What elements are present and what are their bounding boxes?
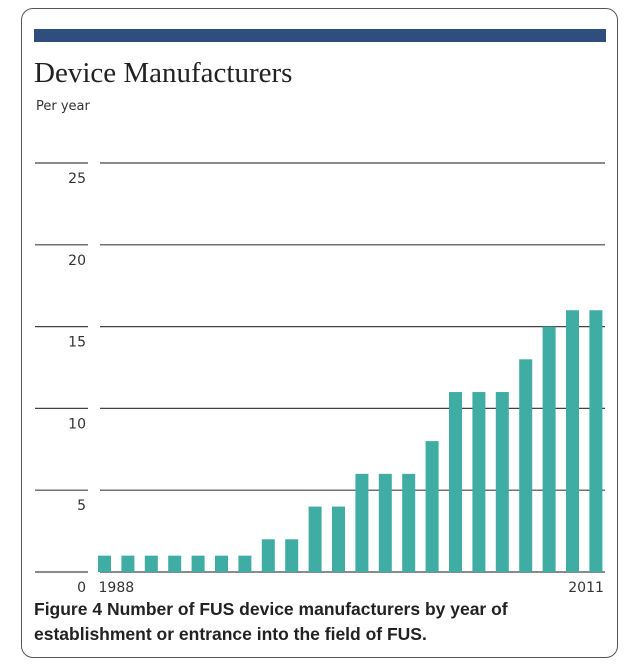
y-tick-label: 0 <box>77 580 86 596</box>
bar <box>472 392 486 572</box>
bar <box>168 555 182 572</box>
x-tick-label: 2011 <box>568 580 604 596</box>
y-tick-label: 15 <box>68 335 86 351</box>
bar <box>542 326 556 572</box>
caption-label: Figure 4 <box>34 599 103 619</box>
x-tick-label: 1988 <box>99 580 135 596</box>
bar <box>191 555 205 572</box>
bar <box>98 555 111 572</box>
bar <box>425 441 439 572</box>
bar <box>519 359 533 572</box>
caption-text: Number of FUS device manufacturers by ye… <box>34 599 508 644</box>
bar <box>402 473 416 572</box>
bar <box>589 310 603 572</box>
bar <box>261 539 275 572</box>
bar <box>308 506 322 572</box>
caption: Figure 4 Number of FUS device manufactur… <box>34 597 604 647</box>
bar <box>121 555 135 572</box>
y-tick-label: 5 <box>77 498 86 514</box>
chart: Device Manufacturers Per year 0 5 10 15 20 25… <box>34 29 606 596</box>
y-tick-label: 20 <box>68 253 86 269</box>
y-tick-label: 10 <box>68 416 86 432</box>
bar <box>215 555 228 572</box>
bar <box>355 473 369 572</box>
y-axis-label: Per year <box>36 99 91 114</box>
header-band <box>34 29 606 42</box>
chart-title: Device Manufacturers <box>34 57 292 89</box>
bar <box>495 392 509 572</box>
y-tick-label: 25 <box>68 171 86 187</box>
figure-frame <box>21 8 618 658</box>
bar <box>332 506 345 572</box>
bar <box>144 555 158 572</box>
bar <box>285 539 299 572</box>
bar <box>378 473 392 572</box>
bar <box>566 310 579 572</box>
bar <box>449 392 462 572</box>
bar <box>238 555 252 572</box>
